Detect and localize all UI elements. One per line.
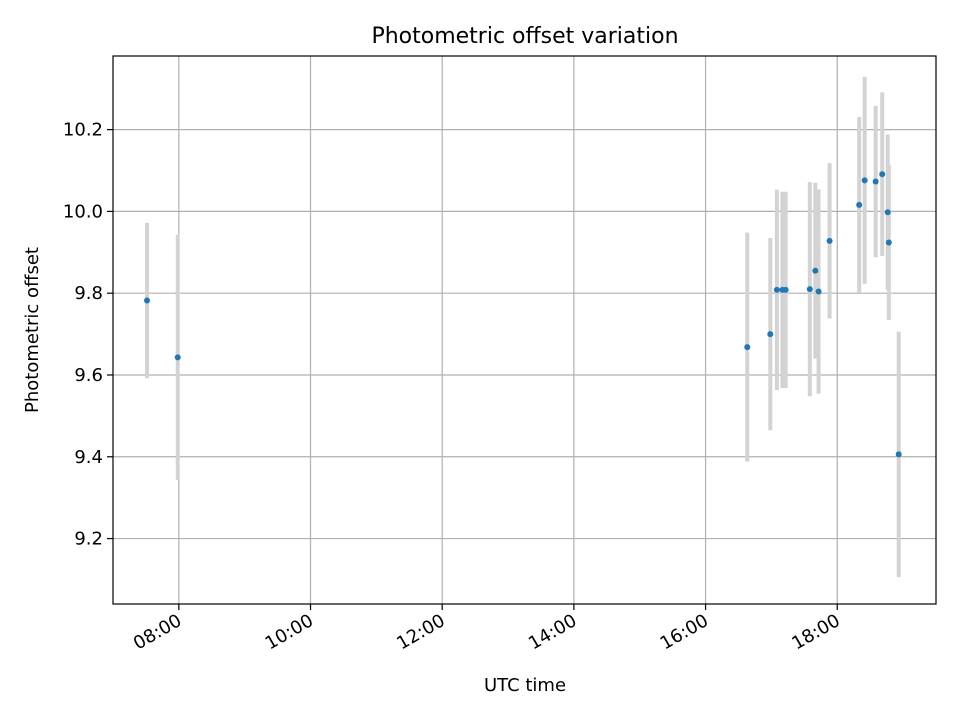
data-point xyxy=(826,237,833,244)
x-tick-label: 16:00 xyxy=(657,610,712,654)
y-tick-label: 10.2 xyxy=(63,120,103,141)
data-point xyxy=(861,177,868,184)
data-point xyxy=(856,201,863,208)
y-tick-label: 10.0 xyxy=(63,201,103,222)
data-point xyxy=(885,239,892,246)
data-point xyxy=(879,171,886,178)
data-point xyxy=(773,286,780,293)
data-point xyxy=(895,451,902,458)
x-tick-label: 18:00 xyxy=(788,610,843,654)
plot-frame xyxy=(112,55,937,605)
y-tick-label: 9.8 xyxy=(74,283,103,304)
data-point xyxy=(872,178,879,185)
x-tick-label: 08:00 xyxy=(130,610,185,654)
grid xyxy=(113,56,936,604)
data-point xyxy=(782,286,789,293)
y-axis-label: Photometric offset xyxy=(22,247,43,413)
error-bars xyxy=(145,76,901,578)
y-tick-label: 9.4 xyxy=(74,447,103,468)
data-point xyxy=(767,331,774,338)
data-point xyxy=(174,354,181,361)
x-tick-label: 12:00 xyxy=(393,610,448,654)
x-tick-label: 14:00 xyxy=(525,610,580,654)
data-point xyxy=(884,209,891,216)
x-axis-label: UTC time xyxy=(484,675,566,696)
data-point xyxy=(815,288,822,295)
x-tick-label: 10:00 xyxy=(262,610,317,654)
y-tick-label: 9.2 xyxy=(74,529,103,550)
data-point xyxy=(144,297,151,304)
data-point xyxy=(812,267,819,274)
data-point xyxy=(744,344,751,351)
y-axis-ticks: 9.2 9.4 9.6 9.8 10.0 10.2 xyxy=(63,120,113,550)
x-axis-ticks: 08:00 10:00 12:00 14:00 16:00 18:00 xyxy=(130,604,844,654)
chart-title: Photometric offset variation xyxy=(371,24,678,49)
data-points xyxy=(144,171,902,458)
data-point xyxy=(806,286,813,293)
y-tick-label: 9.6 xyxy=(74,365,103,386)
